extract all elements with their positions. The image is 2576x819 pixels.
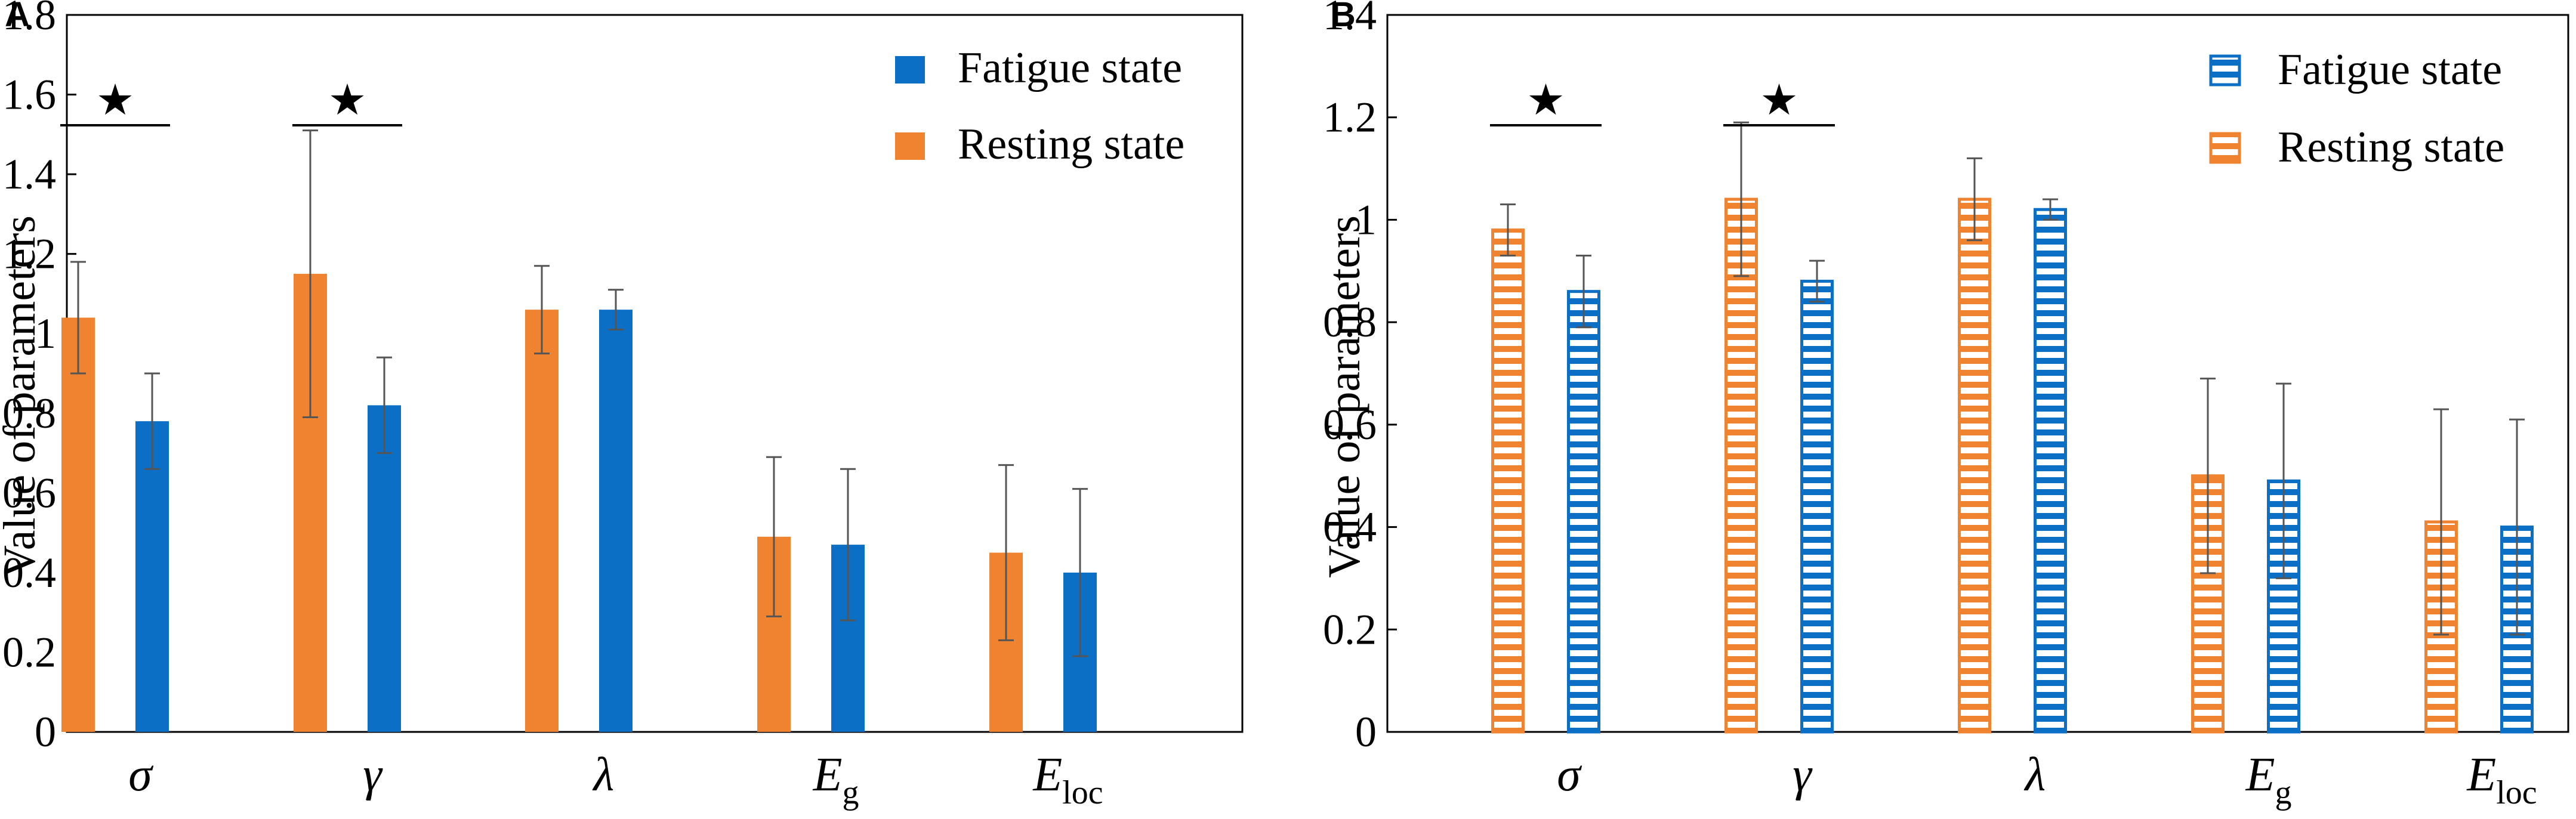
panel-a-x-category-sub: loc [1062, 774, 1103, 811]
panel-b-x-category-label: Eg [2245, 749, 2292, 811]
panel-b-y-tick-label: 1.2 [1323, 94, 1377, 141]
panel-b-y-axis-title: Value of parameters [1319, 215, 1369, 578]
panel-a-legend-fatigue-swatch [895, 56, 925, 84]
panel-a-y-tick-label: 0 [35, 708, 56, 756]
panel-b-x-category-label: λ [2024, 749, 2046, 801]
panel-b-y-tick-label: 0.4 [1323, 503, 1377, 551]
panel-b-y-tick-label: 0 [1355, 708, 1377, 756]
panel-a-x-category-label: Eg [813, 749, 859, 811]
panel-a-x-category-sub: g [842, 774, 859, 811]
panel-b-y-tick-label: 0.2 [1323, 605, 1377, 653]
panel-a-x-category-main: E [813, 749, 843, 801]
panel-b-bar-fatigue [2034, 208, 2067, 734]
panel-a-y-tick-label: 0.4 [2, 549, 56, 597]
panel-a-y-axis-title: Value of parameters [0, 215, 45, 578]
panel-b-x-category-main: E [2245, 749, 2275, 801]
panel-b-bar-resting [1724, 197, 1758, 734]
panel-a-y-tick-label: 1.4 [2, 150, 56, 198]
panel-a-x-category-main: λ [593, 749, 615, 801]
panel-a-y-tick-label: 1.8 [2, 0, 56, 39]
panel-b-x-category-main: λ [2024, 749, 2046, 801]
panel-b-plot-area: 00.20.40.60.811.21.4σ γ λ Eg Eloc★ ★ [1323, 0, 2569, 811]
panel-a-y-tick-label: 1 [35, 310, 56, 357]
panel-a-plot-area: 00.20.40.60.811.21.41.61.8σ γ λ Eg Eloc★ ★ [2, 0, 1244, 811]
panel-a-legend-resting-label: Resting state [958, 120, 1184, 169]
panel-a-x-category-main: E [1032, 749, 1062, 801]
panel-a-x-category-label: Eloc [1032, 749, 1103, 811]
panel-b-y-tick-label: 0.6 [1323, 401, 1377, 449]
panel-b-bar-fatigue [1567, 290, 1600, 734]
panel-a-legend: Fatigue state Resting state [895, 44, 1184, 169]
panel-b-x-category-main: γ [1793, 749, 1813, 801]
panel-b-x-category-main: σ [1557, 749, 1582, 801]
panel-b-x-category-label: γ [1793, 749, 1813, 801]
panel-a: A Value of parameters 0 0.2 0.4 0.6 0.8 1 1.2 1… [0, 0, 1244, 811]
panel-a-bar-resting [61, 317, 95, 732]
panel-b-bar-fatigue [1800, 279, 1834, 734]
panel-b-x-category-label: Eloc [2466, 749, 2537, 811]
panel-b-y-tick-label: 0.8 [1323, 298, 1377, 346]
panel-b-y-tick-label: 1 [1355, 196, 1377, 243]
panel-a-x-category-label: λ [593, 749, 615, 801]
panel-b-bar-resting [1491, 228, 1525, 734]
panel-b-x-category-sub: g [2275, 774, 2291, 811]
panel-b-y-tick-label: 1.4 [1323, 0, 1377, 39]
panel-a-bar-fatigue [368, 405, 401, 732]
panel-a-significance-star: ★ [328, 76, 367, 124]
panel-b-significance-star: ★ [1526, 76, 1565, 124]
panel-a-y-tick-label: 0.6 [2, 469, 56, 517]
panel-b-x-category-main: E [2466, 749, 2496, 801]
panel-a-bar-fatigue [135, 421, 169, 732]
panel-b-legend-fatigue-label: Fatigue state [2278, 45, 2502, 94]
panel-a-y-tick-label: 1.6 [2, 71, 56, 119]
panel-b-legend-fatigue-swatch [2209, 54, 2241, 86]
panel-a-x-category-main: σ [128, 749, 153, 801]
panel-b-x-category-label: σ [1557, 749, 1582, 801]
panel-a-legend-fatigue-label: Fatigue state [958, 44, 1182, 92]
panel-a-y-tick-label: 0.2 [2, 628, 56, 676]
panel-b: B Value of parameters 0 0.2 0.4 0.6 0.8 1 1.2 1… [1319, 0, 2569, 811]
panel-a-x-category-main: γ [363, 749, 383, 801]
panel-b-legend-resting-label: Resting state [2278, 123, 2504, 172]
panel-a-x-category-label: σ [128, 749, 153, 801]
panel-b-letter: B [1331, 0, 1356, 34]
panel-a-x-category-label: γ [363, 749, 383, 801]
panel-b-x-category-sub: loc [2496, 774, 2537, 811]
panel-b-bar-resting [1958, 197, 1991, 734]
panel-a-legend-resting-swatch [895, 132, 925, 160]
panel-a-y-tick-label: 1.2 [2, 230, 56, 278]
panel-b-legend-resting-swatch [2209, 132, 2241, 164]
panel-a-bar-resting [525, 310, 559, 732]
panel-a-bar-fatigue [599, 310, 633, 732]
panel-a-significance-star: ★ [96, 76, 135, 124]
panel-a-letter: A [5, 0, 30, 34]
panel-a-y-tick-label: 0.8 [2, 390, 56, 437]
panel-b-significance-star: ★ [1760, 76, 1798, 124]
panel-b-legend: Fatigue state Resting state [2209, 45, 2504, 172]
